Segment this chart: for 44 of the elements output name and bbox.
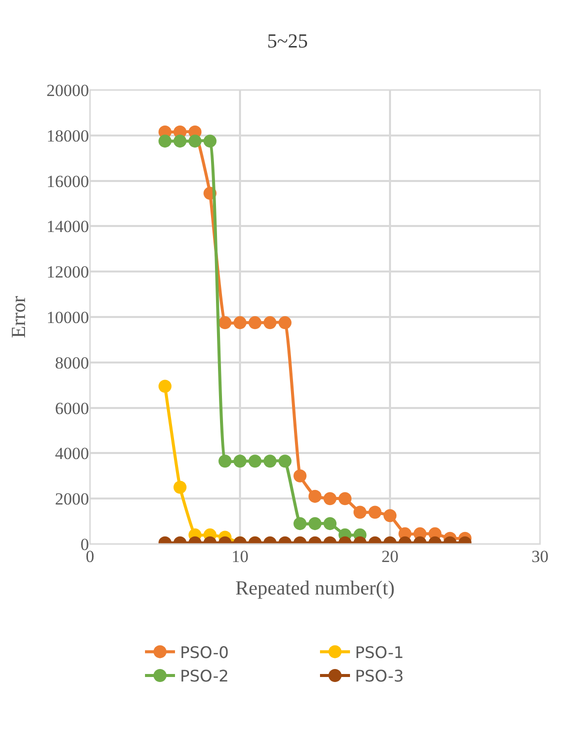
- point: [294, 517, 306, 530]
- point: [234, 316, 246, 330]
- y-tick-label: 20000: [46, 80, 89, 100]
- point: [368, 506, 382, 519]
- y-tick-label: 2000: [55, 490, 89, 509]
- x-axis-title: Repeated number(t): [235, 578, 395, 600]
- legend-label: PSO-1: [355, 642, 404, 662]
- point: [324, 492, 336, 506]
- legend-label: PSO-0: [180, 642, 229, 662]
- point: [174, 480, 186, 494]
- point: [174, 134, 186, 148]
- y-tick-label: 14000: [46, 217, 89, 236]
- point: [158, 134, 172, 148]
- x-tick-label: 20: [382, 547, 398, 566]
- point: [248, 316, 262, 330]
- chart-title: 5~25: [267, 30, 308, 52]
- point: [188, 134, 202, 148]
- y-tick-label: 8000: [55, 353, 89, 372]
- point: [204, 134, 216, 148]
- point: [278, 316, 292, 330]
- point: [278, 454, 292, 468]
- point: [218, 316, 232, 330]
- point: [324, 517, 336, 530]
- point: [308, 517, 322, 530]
- x-tick-label: 10: [232, 547, 248, 566]
- point: [264, 316, 276, 330]
- point: [308, 490, 322, 503]
- point: [248, 454, 262, 468]
- point: [294, 469, 306, 482]
- point: [158, 380, 172, 393]
- y-tick-label: 18000: [46, 126, 89, 146]
- x-tick-label: 30: [532, 547, 548, 566]
- y-tick-label: 10000: [46, 308, 89, 327]
- y-tick-label: 16000: [46, 172, 89, 191]
- y-axis-title: Error: [8, 296, 30, 338]
- y-tick-label: 12000: [46, 262, 89, 282]
- point: [384, 509, 396, 522]
- point: [234, 454, 246, 468]
- point: [354, 506, 366, 519]
- point: [218, 454, 232, 468]
- y-tick-label: 6000: [55, 398, 89, 418]
- y-tick-label: 4000: [55, 444, 89, 464]
- point: [338, 492, 352, 506]
- point: [264, 454, 276, 468]
